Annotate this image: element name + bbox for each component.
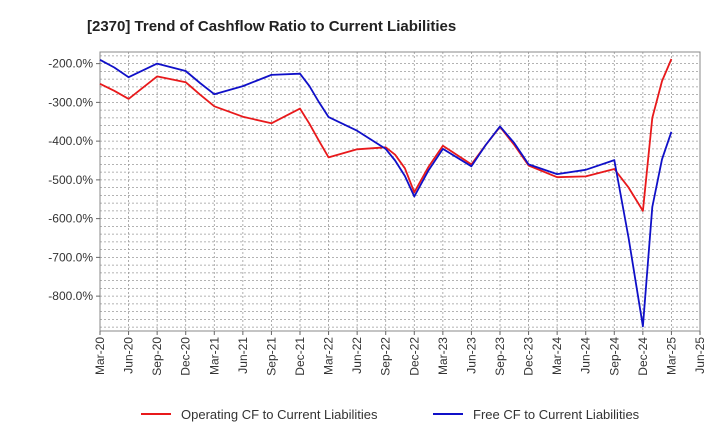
y-tick-label: -400.0% [48, 134, 93, 148]
x-tick-label: Jun-23 [464, 337, 478, 374]
grid-lines [100, 52, 700, 331]
x-tick-label: Sep-24 [607, 337, 621, 376]
y-tick-label: -500.0% [48, 173, 93, 187]
x-tick-label: Jun-21 [236, 337, 250, 374]
plot-area-frame [99, 51, 701, 332]
x-tick-label: Dec-23 [522, 337, 536, 376]
x-tick-label: Dec-20 [179, 337, 193, 376]
x-tick-label: Sep-21 [264, 337, 278, 376]
x-tick-label: Dec-24 [636, 337, 650, 376]
y-tick-label: -700.0% [48, 250, 93, 264]
series-lines [99, 58, 673, 328]
x-axis-tick-labels: Mar-20 Jun-20 Sep-20 Dec-20 Mar-21 Jun-21 Sep-… [93, 331, 707, 376]
x-tick-label: Sep-22 [379, 337, 393, 376]
x-tick-label: Dec-22 [407, 337, 421, 376]
y-axis-tick-labels: -200.0% -300.0% -400.0% -500.0% -600.0% -700.… [48, 57, 100, 303]
y-tick-label: -200.0% [48, 57, 93, 71]
legend-label: Free CF to Current Liabilities [473, 407, 640, 422]
series-line-operating-cf [99, 58, 673, 212]
x-tick-label: Sep-23 [493, 337, 507, 376]
legend: Operating CF to Current Liabilities Free … [141, 407, 640, 422]
series-line-free-cf [99, 59, 673, 328]
x-tick-label: Sep-20 [150, 337, 164, 376]
x-tick-label: Jun-20 [122, 337, 136, 374]
x-tick-label: Jun-25 [693, 337, 707, 374]
x-tick-label: Jun-22 [350, 337, 364, 374]
y-tick-label: -800.0% [48, 289, 93, 303]
x-tick-label: Jun-24 [579, 337, 593, 374]
x-tick-label: Mar-20 [93, 337, 107, 375]
x-tick-label: Mar-23 [436, 337, 450, 375]
x-tick-label: Dec-21 [293, 337, 307, 376]
x-tick-label: Mar-24 [550, 337, 564, 375]
chart-title: [2370] Trend of Cashflow Ratio to Curren… [87, 18, 456, 35]
y-tick-label: -300.0% [48, 95, 93, 109]
x-tick-label: Mar-22 [322, 337, 336, 375]
y-tick-label: -600.0% [48, 212, 93, 226]
x-tick-label: Mar-25 [664, 337, 678, 375]
legend-label: Operating CF to Current Liabilities [181, 407, 378, 422]
x-tick-label: Mar-21 [207, 337, 221, 375]
